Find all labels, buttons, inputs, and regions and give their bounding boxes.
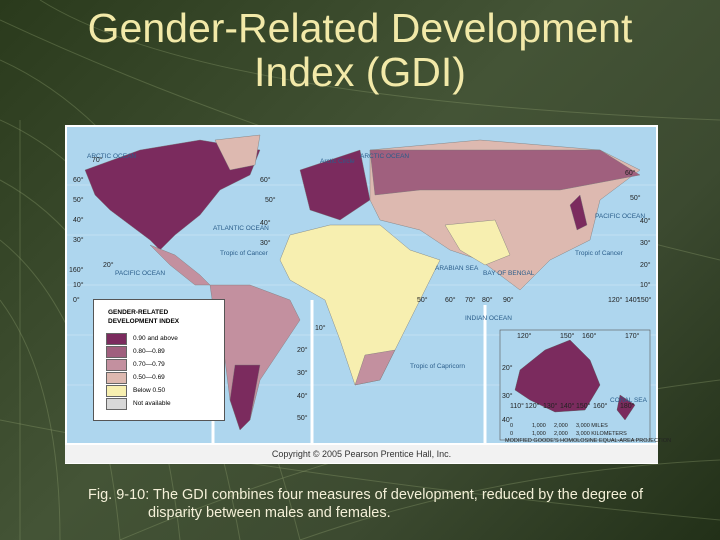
legend-swatch (106, 345, 127, 358)
degree-label: 90° (503, 297, 514, 304)
new-zealand (616, 394, 636, 421)
degree-label: 50° (265, 197, 276, 204)
map-label: BAY OF BENGAL (483, 270, 535, 277)
scale-label: 2,000 (554, 423, 568, 429)
degree-label: 160° (582, 333, 597, 340)
legend-label: Not available (133, 400, 171, 407)
degree-label: 50° (297, 415, 308, 422)
legend-item: 0.50—0.69 (106, 371, 224, 384)
map-label: Tropic of Cancer (575, 250, 623, 257)
degree-label: 40° (297, 393, 308, 400)
legend-swatch (106, 397, 127, 410)
degree-label: 120° (608, 297, 623, 304)
degree-label: 10° (73, 282, 84, 289)
legend-label: 0.70—0.79 (133, 361, 165, 368)
copyright: Copyright © 2005 Pearson Prentice Hall, … (65, 445, 658, 463)
degree-label: 20° (502, 365, 513, 372)
legend-item: 0.70—0.79 (106, 358, 224, 371)
map-label: Tropic of Cancer (220, 250, 268, 257)
legend-title: GENDER-RELATED DEVELOPMENT INDEX (108, 309, 180, 325)
legend-swatch (106, 384, 127, 397)
legend-item: Not available (106, 397, 224, 410)
scale-bar: 0 1,000 2,000 3,000 KILOMETERS (510, 431, 627, 437)
degree-label: 150° (637, 297, 652, 304)
scale-label: 2,000 (554, 431, 568, 437)
degree-label: 30° (297, 370, 308, 377)
degree-label: 30° (640, 240, 651, 247)
degree-label: 170° (625, 333, 640, 340)
map-label: ATLANTIC OCEAN (213, 225, 269, 232)
map-label: PACIFIC OCEAN (595, 213, 646, 220)
map: GENDER-RELATED DEVELOPMENT INDEX 0.90 an… (65, 125, 671, 464)
degree-label: 50° (73, 197, 84, 204)
degree-label: 40° (73, 217, 84, 224)
scale-label: 1,000 (532, 431, 546, 437)
legend-label: 0.80—0.89 (133, 348, 165, 355)
degree-label: 110° (510, 403, 524, 410)
degree-label: 160° (69, 267, 84, 274)
degree-label: 160° (593, 403, 608, 410)
degree-label: 20° (640, 262, 651, 269)
scale-label: 0 (510, 431, 514, 437)
degree-label: 120° (525, 403, 540, 410)
degree-label: 20° (297, 347, 308, 354)
degree-label: 40° (260, 220, 271, 227)
map-label: CORAL SEA (610, 397, 647, 404)
degree-label: 30° (260, 240, 271, 247)
map-label: Arctic Circle (320, 158, 355, 165)
legend-label: Below 0.50 (133, 387, 166, 394)
map-label: Tropic of Capricorn (410, 363, 466, 370)
degree-label: 10° (315, 325, 326, 332)
scale-label: 3,000 KILOMETERS (576, 431, 627, 437)
map-drawing (67, 127, 656, 443)
degree-label: 50° (630, 195, 641, 202)
degree-label: 180° (620, 403, 635, 410)
degree-label: 140° (560, 403, 575, 410)
degree-label: 60° (260, 177, 271, 184)
degree-label: 10° (640, 282, 651, 289)
legend-label: 0.90 and above (133, 335, 178, 342)
projection-note: MODIFIED GOODE'S HOMOLOSINE EQUAL-AREA P… (505, 438, 672, 444)
degree-label: 20° (103, 262, 114, 269)
degree-label: 80° (482, 297, 493, 304)
map-label: ARCTIC OCEAN (87, 153, 137, 160)
degree-label: 120° (517, 333, 532, 340)
degree-label: 60° (445, 297, 456, 304)
countries (84, 134, 641, 431)
degree-label: 70° (92, 157, 103, 164)
degree-label: 40° (640, 218, 651, 225)
degree-label: 40° (502, 417, 513, 424)
scale-label: 0 (510, 423, 514, 429)
degree-label: 140° (625, 297, 640, 304)
degree-label: 150° (576, 403, 591, 410)
scale-bar: 0 1,000 2,000 3,000 MILES (510, 423, 608, 429)
legend-swatch (106, 371, 127, 384)
legend-item: 0.90 and above (106, 332, 224, 345)
map-label: PACIFIC OCEAN (115, 270, 166, 277)
degree-label: 60° (625, 170, 636, 177)
degree-label: 130° (543, 403, 558, 410)
degree-label: 50° (417, 297, 428, 304)
degree-label: 0° (73, 297, 80, 304)
legend-item: 0.80—0.89 (106, 345, 224, 358)
degree-label: 30° (502, 393, 513, 400)
slide-title: Gender-Related Development Index (GDI) (87, 5, 633, 95)
legend: GENDER-RELATED DEVELOPMENT INDEX 0.90 an… (93, 299, 225, 421)
legend-item: Below 0.50 (106, 384, 224, 397)
scale-label: 3,000 MILES (576, 423, 608, 429)
degree-label: 150° (560, 333, 575, 340)
map-label: ARCTIC OCEAN (360, 153, 410, 160)
legend-swatch (106, 332, 127, 345)
legend-swatch (106, 358, 127, 371)
degree-label: 30° (73, 237, 84, 244)
legend-label: 0.50—0.69 (133, 374, 165, 381)
degree-label: 70° (465, 297, 476, 304)
map-label: INDIAN OCEAN (465, 315, 512, 322)
map-label: ARABIAN SEA (435, 265, 479, 272)
australia (514, 339, 601, 413)
scale-label: 1,000 (532, 423, 546, 429)
caption: Fig. 9-10: The GDI combines four measure… (88, 487, 644, 521)
degree-label: 60° (73, 177, 84, 184)
